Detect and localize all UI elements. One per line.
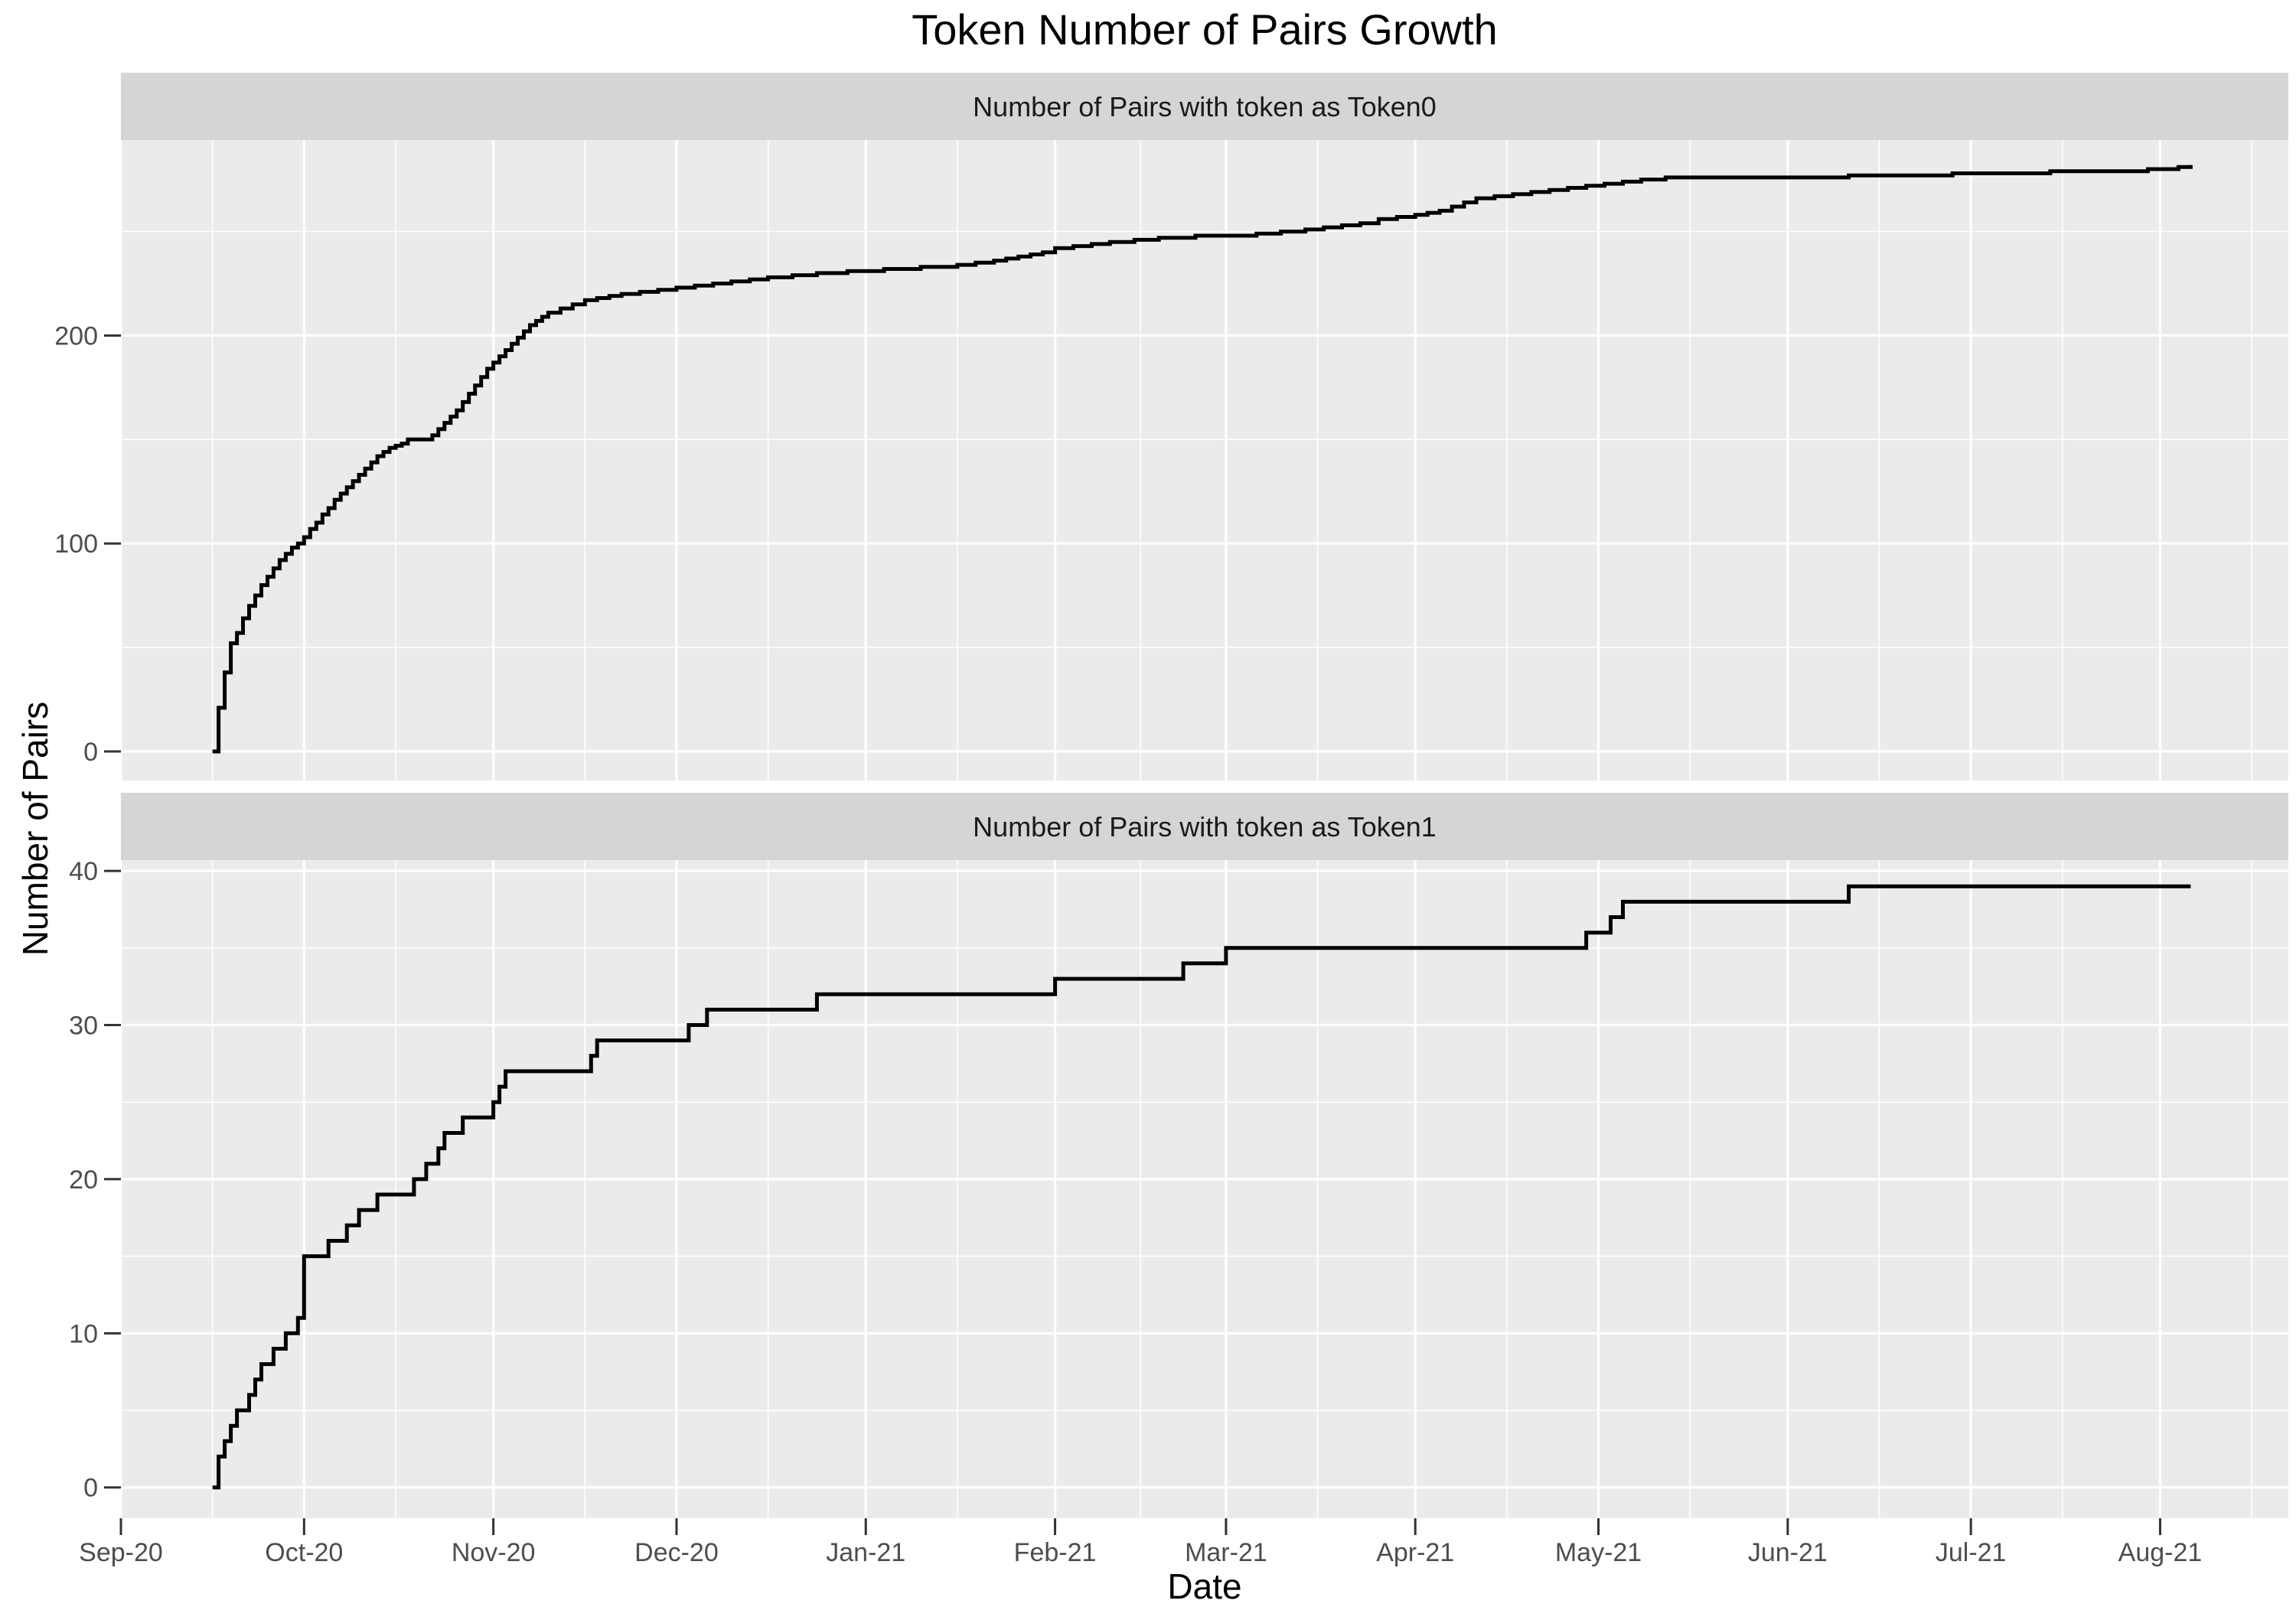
facet-strip-label-token1: Number of Pairs with token as Token1 — [973, 811, 1437, 843]
x-tick-label: Aug-21 — [2118, 1538, 2203, 1567]
x-axis: Sep-20 Oct-20 Nov-20 Dec-20 Jan-21 Feb-21 Mar-… — [79, 1518, 2202, 1567]
panel-background-token1 — [121, 860, 2288, 1518]
x-axis-title: Date — [1167, 1566, 1242, 1606]
chart-title: Token Number of Pairs Growth — [912, 5, 1498, 54]
y-tick-label: 40 — [69, 857, 98, 886]
x-tick-label: May-21 — [1555, 1538, 1642, 1567]
facet-strip-token1 — [121, 793, 2288, 860]
facet-strip-label-token0: Number of Pairs with token as Token0 — [973, 91, 1437, 122]
x-tick-label: Oct-20 — [265, 1538, 343, 1567]
x-tick-label: Feb-21 — [1014, 1538, 1097, 1567]
facet-token0: 0 100 200 Number of Pairs with token as Tok… — [54, 73, 2288, 781]
facet-token1: 0 10 20 30 40 Number of Pairs with token as T… — [69, 793, 2288, 1518]
x-tick-label: Dec-20 — [634, 1538, 719, 1567]
y-tick-label: 20 — [69, 1165, 98, 1195]
x-tick-label: Jan-21 — [826, 1538, 905, 1567]
y-tick-label: 200 — [54, 321, 98, 350]
x-tick-label: Mar-21 — [1185, 1538, 1267, 1567]
y-tick-label: 10 — [69, 1319, 98, 1348]
y-tick-label: 0 — [83, 1474, 98, 1503]
x-tick-label: Jul-21 — [1936, 1538, 2007, 1567]
y-tick-label: 100 — [54, 530, 98, 559]
series-line-token1 — [212, 884, 2191, 1490]
x-tick-label: Jun-21 — [1748, 1538, 1828, 1567]
panel-background-token0 — [121, 140, 2288, 781]
y-tick-label: 0 — [83, 738, 98, 767]
y-tick-label: 30 — [69, 1012, 98, 1041]
facet-strip-token0 — [121, 73, 2288, 140]
x-tick-label: Nov-20 — [452, 1538, 536, 1567]
x-tick-label: Sep-20 — [79, 1538, 163, 1567]
x-tick-label: Apr-21 — [1376, 1538, 1454, 1567]
series-line-token0 — [212, 165, 2193, 754]
